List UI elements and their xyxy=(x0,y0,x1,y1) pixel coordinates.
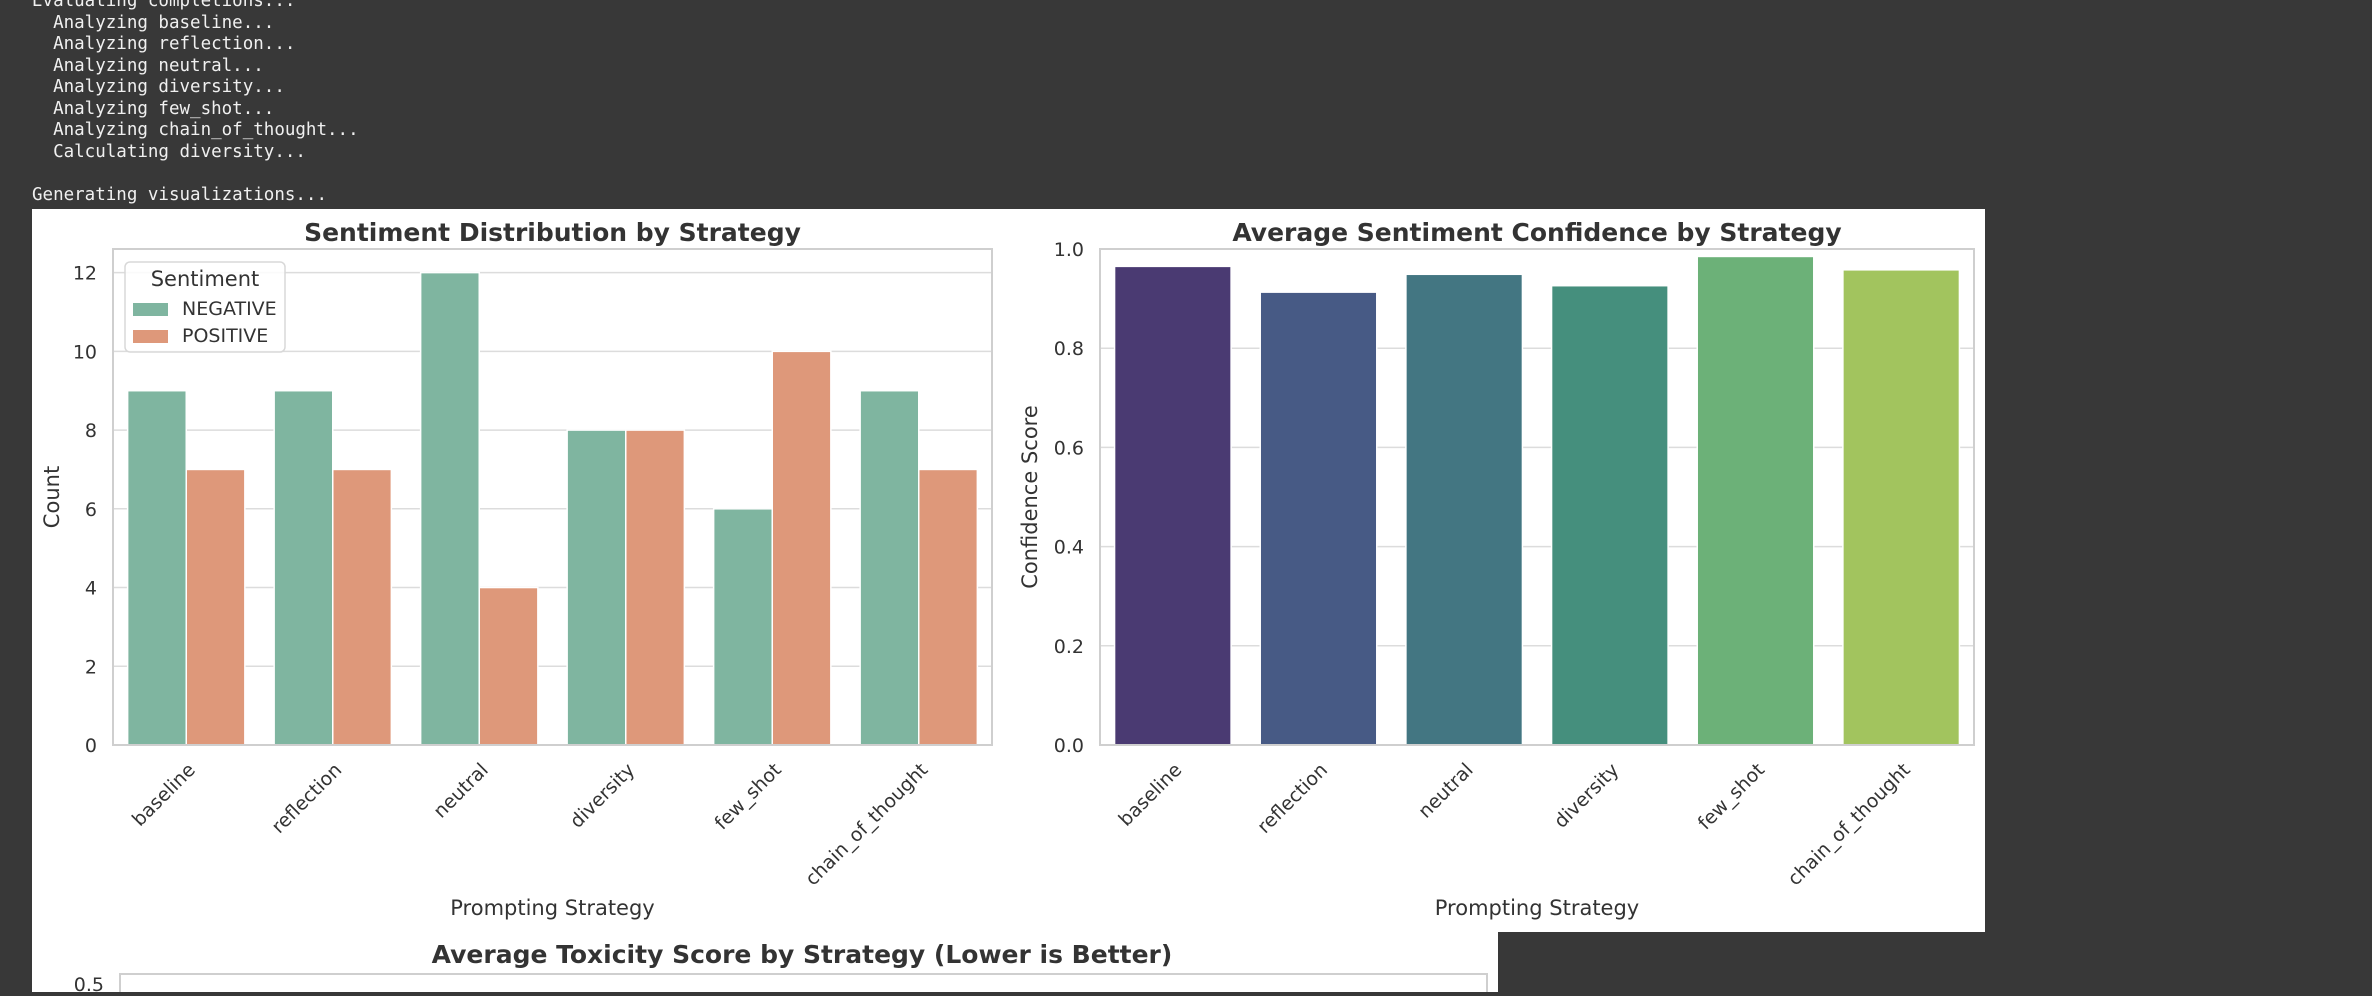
console-output: Evaluating completions... Analyzing base… xyxy=(32,0,359,205)
bar-reflection xyxy=(1259,291,1378,746)
x-axis-label: Prompting Strategy xyxy=(1435,896,1639,920)
y-tick-label: 0.6 xyxy=(1054,437,1084,459)
y-tick-label: 12 xyxy=(73,263,97,285)
x-tick-label: baseline xyxy=(128,759,200,831)
x-tick-label: baseline xyxy=(1115,759,1187,831)
y-axis-label: Confidence Score xyxy=(1018,405,1042,589)
bar-positive xyxy=(185,468,246,746)
sentiment-distribution-chart: 0 2 4 6 8 10 12 baseline reflection neutral divers… xyxy=(40,218,993,920)
legend-label: POSITIVE xyxy=(182,325,268,347)
y-tick-label: 0.8 xyxy=(1054,338,1084,360)
y-tick-label: 0 xyxy=(85,735,97,757)
y-tick-label: 8 xyxy=(85,420,97,442)
x-tick-label: reflection xyxy=(1253,759,1332,838)
y-tick-label: 10 xyxy=(73,341,97,363)
bar-positive xyxy=(918,468,979,746)
y-tick-label: 1.0 xyxy=(1054,239,1084,261)
y-tick-label: 4 xyxy=(85,578,97,600)
legend-swatch xyxy=(133,330,168,343)
chart-title: Average Toxicity Score by Strategy (Lowe… xyxy=(432,940,1173,969)
bar-negative xyxy=(859,389,920,746)
bar-positive xyxy=(771,350,832,746)
x-tick-label: neutral xyxy=(1414,759,1478,823)
x-tick-label: neutral xyxy=(429,759,493,823)
x-tick-label: diversity xyxy=(566,759,640,833)
bar-negative xyxy=(712,508,774,746)
chart-title: Average Sentiment Confidence by Strategy xyxy=(1232,218,1841,247)
bar-few_shot xyxy=(1696,255,1815,746)
bar-negative xyxy=(126,389,187,746)
x-tick-label: diversity xyxy=(1550,759,1624,833)
bar-chain_of_thought xyxy=(1842,269,1961,746)
bar-negative xyxy=(566,429,627,746)
legend: Sentiment NEGATIVE POSITIVE xyxy=(124,261,286,353)
x-tick-label: chain_of_thought xyxy=(1784,759,1915,890)
bar-baseline xyxy=(1113,265,1232,746)
charts-canvas: 0 2 4 6 8 10 12 baseline reflection neutral divers… xyxy=(40,218,1975,920)
chart-title: Sentiment Distribution by Strategy xyxy=(304,218,801,247)
y-tick-label: 0.0 xyxy=(1054,735,1084,757)
figure-toxicity-chart: Average Toxicity Score by Strategy (Lowe… xyxy=(32,932,1498,996)
bar-negative xyxy=(273,389,334,746)
x-tick-label: few_shot xyxy=(711,759,786,834)
legend-swatch xyxy=(133,303,168,316)
figure-sentiment-charts: 0 2 4 6 8 10 12 baseline reflection neutral divers… xyxy=(32,209,1985,932)
plot-frame xyxy=(1099,248,1975,746)
toxicity-chart: Average Toxicity Score by Strategy (Lowe… xyxy=(74,940,1488,996)
y-tick-label: 0.4 xyxy=(1054,537,1084,559)
legend-title: Sentiment xyxy=(151,267,260,291)
y-tick-label: 0.2 xyxy=(1054,636,1084,658)
plot-frame xyxy=(112,248,993,746)
y-tick-label: 0.5 xyxy=(74,974,104,992)
bar-positive xyxy=(332,468,393,746)
y-axis-label: Count xyxy=(40,466,64,528)
legend-box xyxy=(124,261,286,353)
bar-neutral xyxy=(1405,273,1524,746)
bar-negative xyxy=(419,271,480,746)
x-axis-label: Prompting Strategy xyxy=(450,896,654,920)
bar-positive xyxy=(478,586,539,746)
x-tick-label: chain_of_thought xyxy=(801,759,932,890)
bar-diversity xyxy=(1550,284,1669,746)
x-tick-label: few_shot xyxy=(1694,759,1769,834)
legend-label: NEGATIVE xyxy=(182,298,277,320)
y-tick-label: 6 xyxy=(85,499,97,521)
x-tick-label: reflection xyxy=(267,759,346,838)
plot-frame xyxy=(119,973,1488,996)
y-tick-label: 2 xyxy=(85,656,97,678)
bar-positive xyxy=(625,429,686,746)
sentiment-confidence-chart: 0.0 0.2 0.4 0.6 0.8 1.0 baseline reflection neut… xyxy=(1018,218,1975,920)
